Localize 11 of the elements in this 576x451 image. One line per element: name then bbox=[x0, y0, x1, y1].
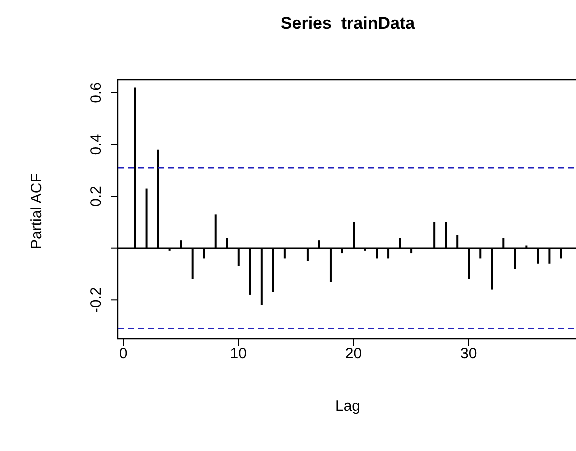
y-axis-title: Partial ACF bbox=[28, 174, 46, 250]
x-tick-label: 30 bbox=[460, 346, 478, 363]
y-tick-label: 0.2 bbox=[88, 186, 105, 207]
x-tick-label: 20 bbox=[345, 346, 362, 363]
y-tick-label: 0.6 bbox=[88, 82, 105, 104]
chart-title: Series trainData bbox=[280, 14, 416, 34]
x-tick-label: 0 bbox=[119, 346, 128, 363]
x-axis-title: Lag bbox=[335, 398, 361, 415]
x-tick-label: 10 bbox=[230, 346, 247, 363]
y-tick-label: 0.4 bbox=[88, 134, 105, 156]
y-tick-label: -0.2 bbox=[88, 287, 105, 314]
